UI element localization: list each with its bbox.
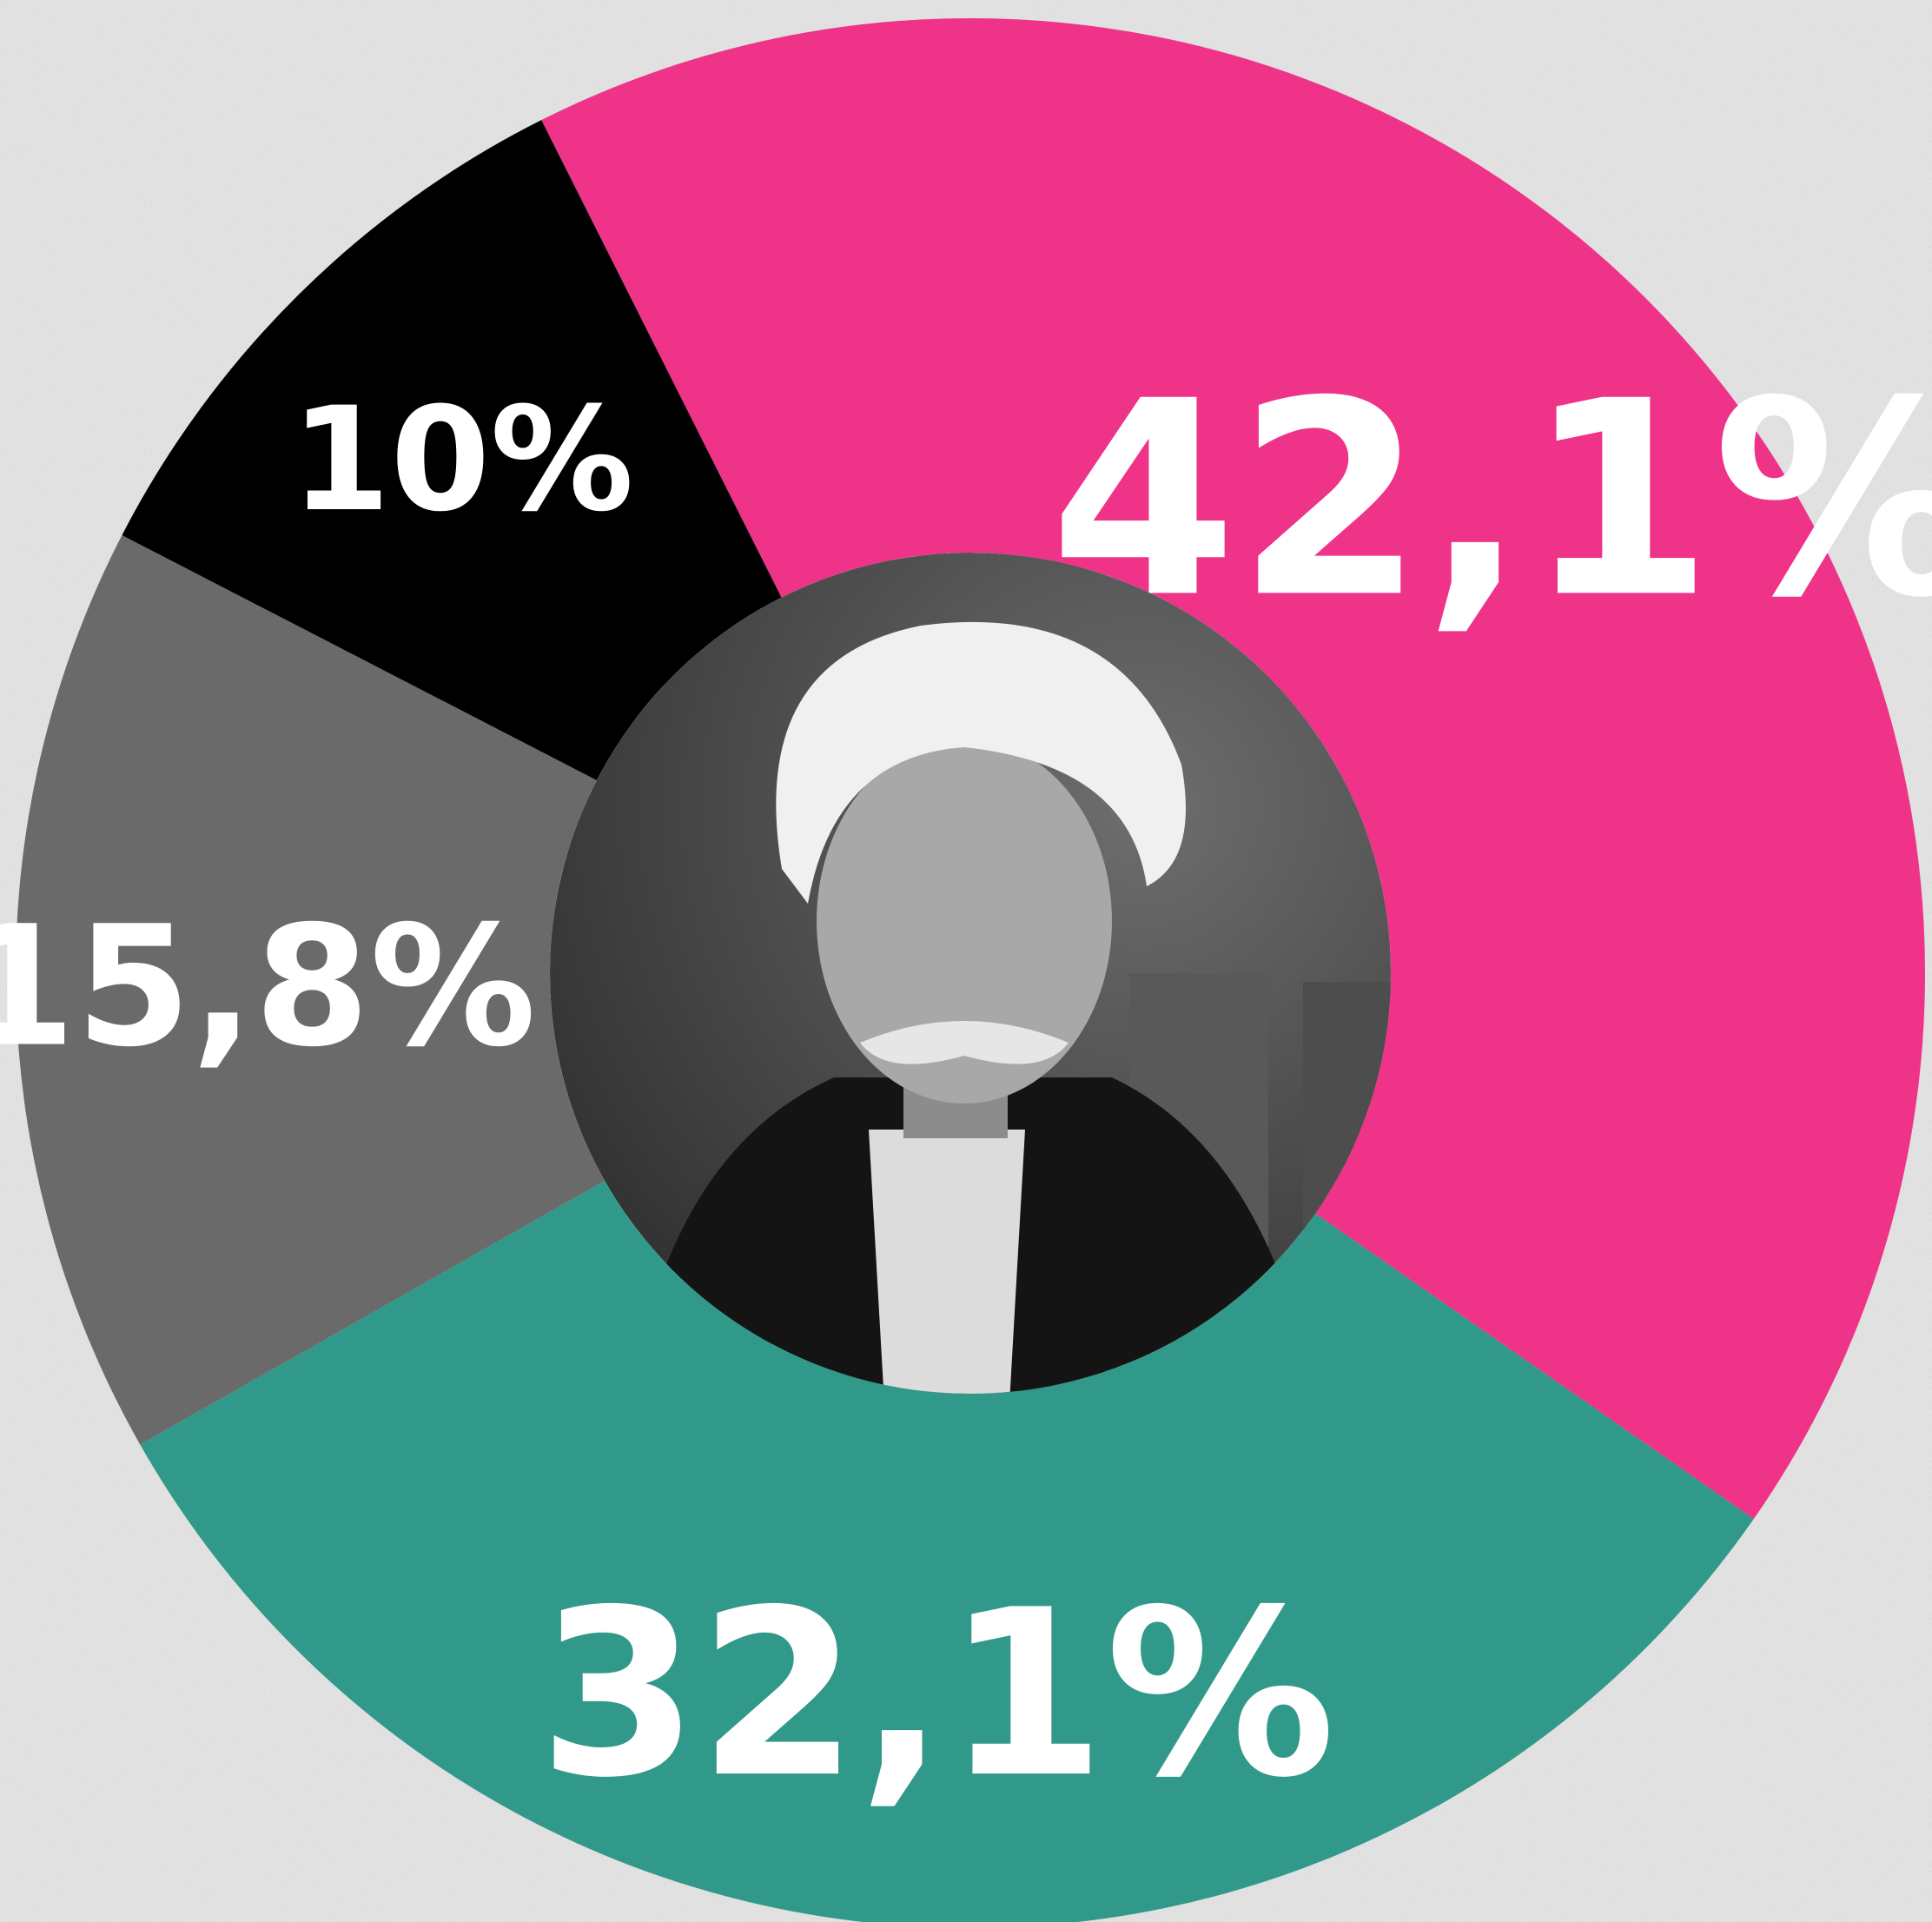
value-label: 32,1% <box>539 1561 1335 1828</box>
value-label: 42,1% <box>1050 343 1932 656</box>
chart: 42,1% 32,1% 15,8% 10% <box>0 0 1932 1922</box>
value-label: 10% <box>291 376 634 543</box>
value-label: 15,8% <box>0 891 536 1084</box>
